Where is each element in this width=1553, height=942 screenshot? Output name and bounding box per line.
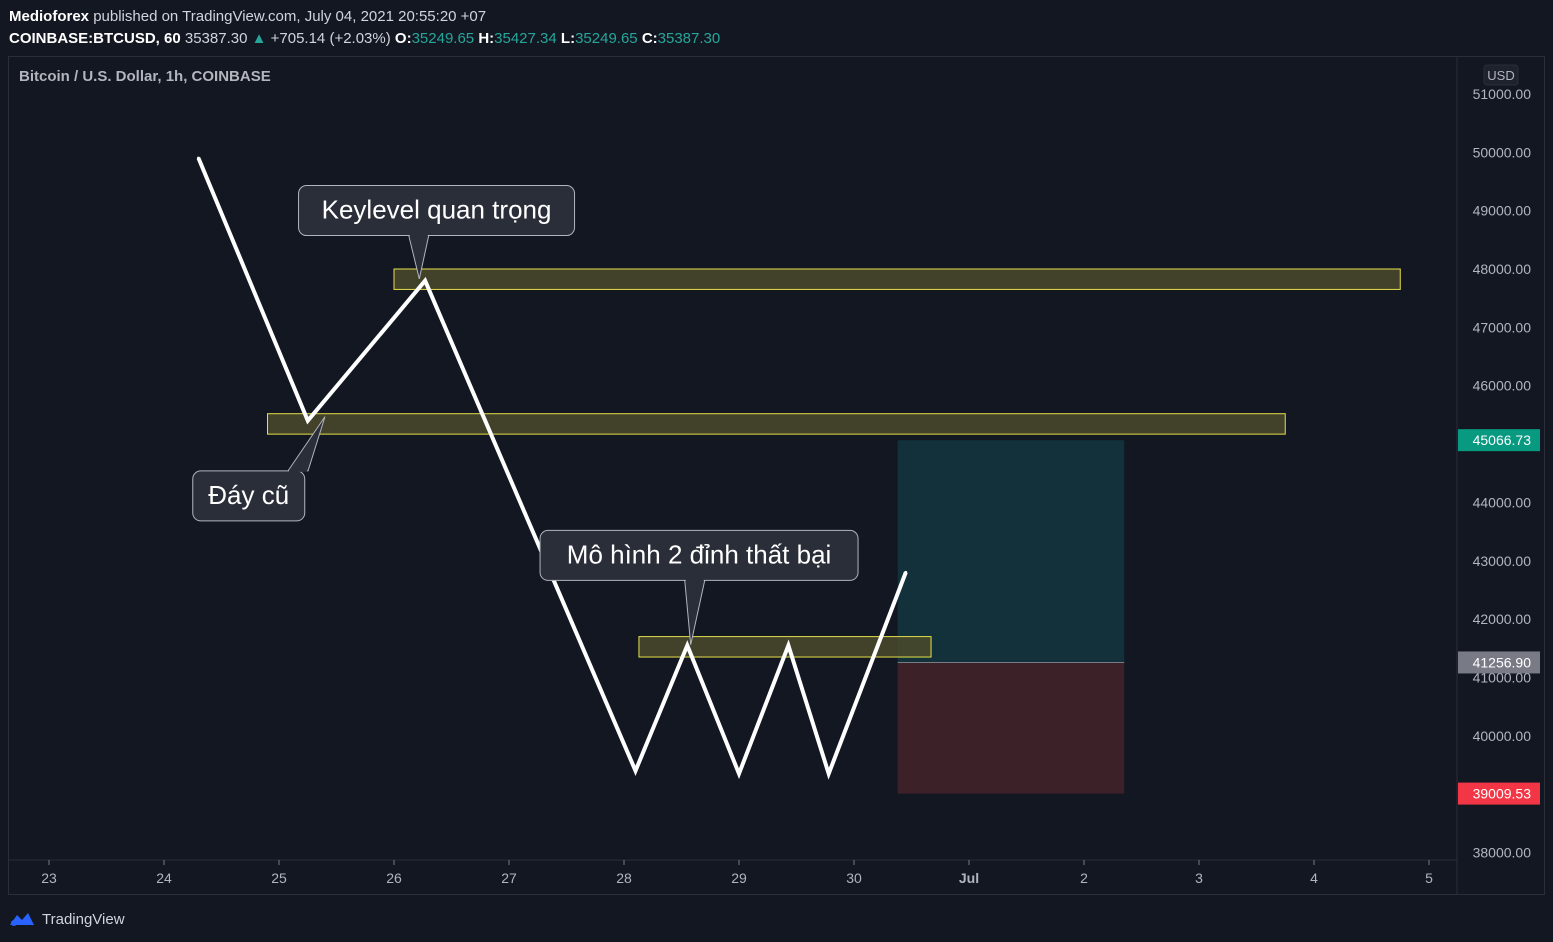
- callout-box[interactable]: [192, 470, 306, 522]
- price-tick-label: 38000.00: [1473, 845, 1532, 861]
- path-point: [827, 772, 831, 776]
- low-value: 35249.65: [575, 30, 638, 47]
- price-label-text: 45066.73: [1473, 432, 1532, 448]
- path-point: [685, 643, 689, 647]
- callouts[interactable]: Keylevel quan trọng Đáy cũ Mô hình 2 đỉnh …: [192, 185, 859, 645]
- time-tick-label: 28: [616, 870, 632, 886]
- last-price: 35387.30: [184, 30, 248, 47]
- publisher-name[interactable]: Medioforex: [9, 8, 90, 25]
- chart-title: Bitcoin / U.S. Dollar, 1h, COINBASE: [19, 68, 271, 85]
- price-label-badge: [1458, 782, 1540, 805]
- time-tick-label: 2: [1080, 870, 1088, 886]
- price-path[interactable]: [196, 156, 908, 780]
- price-change: +705.14 (+2.03%): [270, 30, 391, 47]
- price-tick-label: 44000.00: [1473, 494, 1532, 510]
- path-point: [904, 570, 908, 574]
- price-label-text: 41256.90: [1473, 654, 1532, 670]
- open-label: O:: [394, 30, 412, 47]
- target-zone[interactable]: [897, 440, 1125, 663]
- stop-zone[interactable]: [897, 662, 1125, 794]
- time-tick-label: 5: [1425, 870, 1433, 886]
- ohlc-line: COINBASE:BTCUSD, 60 35387.30 ▲ +705.14 (…: [9, 28, 720, 50]
- callout-box[interactable]: [298, 185, 576, 237]
- high-value: 35427.34: [494, 30, 557, 47]
- high-label: H:: [478, 30, 495, 47]
- callout-2[interactable]: Đáy cũ: [192, 416, 326, 522]
- time-tick-label: 23: [41, 870, 57, 886]
- tradingview-brand[interactable]: TradingView: [42, 910, 125, 928]
- position-tool[interactable]: [897, 440, 1125, 794]
- path-point: [423, 279, 427, 283]
- publish-line: Medioforex published on TradingView.com,…: [9, 6, 720, 28]
- price-tick-label: 46000.00: [1473, 378, 1532, 394]
- price-label-badge: [1458, 651, 1540, 674]
- currency-badge[interactable]: [1483, 64, 1519, 86]
- symbol-label: COINBASE:BTCUSD, 60: [9, 30, 181, 47]
- price-tick-label: 49000.00: [1473, 203, 1532, 219]
- time-tick-label: Jul: [959, 870, 979, 886]
- price-label-text: 39009.53: [1473, 786, 1532, 802]
- time-tick-label: 3: [1195, 870, 1203, 886]
- tradingview-logo-icon[interactable]: [8, 910, 36, 928]
- time-tick-label: 25: [271, 870, 287, 886]
- time-tick-label: 30: [846, 870, 862, 886]
- price-axis[interactable]: 51000.00 50000.00 49000.00 48000.00 47000.00…: [1473, 86, 1532, 861]
- open-value: 35249.65: [411, 30, 475, 47]
- time-axis[interactable]: 23 24 25 26 27 28 29 30 Jul 2 3 4 5: [41, 860, 1433, 886]
- callout-text: Mô hình 2 đỉnh thất bại: [567, 539, 832, 569]
- price-tick-label: 50000.00: [1473, 144, 1532, 160]
- time-tick-label: 26: [386, 870, 402, 886]
- callout-1[interactable]: Keylevel quan trọng: [298, 185, 576, 280]
- price-tick-label: 51000.00: [1473, 86, 1532, 102]
- price-tick-label: 47000.00: [1473, 319, 1532, 335]
- path-point: [306, 419, 310, 423]
- low-label: L:: [560, 30, 576, 47]
- chart-header: Medioforex published on TradingView.com,…: [9, 6, 720, 50]
- price-tick-label: 48000.00: [1473, 261, 1532, 277]
- path-point: [737, 772, 741, 776]
- time-tick-label: 24: [156, 870, 172, 886]
- close-label: C:: [641, 30, 658, 47]
- time-tick-label: 4: [1310, 870, 1318, 886]
- path-point: [786, 643, 790, 647]
- zone-2[interactable]: [267, 413, 1286, 435]
- change-up-icon: ▲: [251, 30, 267, 47]
- time-tick-label: 29: [731, 870, 747, 886]
- zone-1[interactable]: [393, 268, 1401, 290]
- price-tick-label: 40000.00: [1473, 728, 1532, 744]
- chart-frame: [8, 56, 1545, 895]
- close-value: 35387.30: [657, 30, 721, 47]
- support-resistance-zones[interactable]: [267, 268, 1401, 658]
- path-point: [197, 156, 200, 160]
- published-text: published on TradingView.com, July 04, 2…: [93, 8, 487, 25]
- footer: TradingView: [8, 906, 125, 932]
- price-tick-label: 43000.00: [1473, 553, 1532, 569]
- path-point: [634, 769, 637, 773]
- price-tick-label: 42000.00: [1473, 611, 1532, 627]
- callout-text: Đáy cũ: [208, 480, 289, 510]
- callout-text: Keylevel quan trọng: [322, 195, 552, 225]
- price-labels: 45066.73 41256.90 39009.53: [1458, 429, 1540, 805]
- currency-label: USD: [1487, 68, 1514, 83]
- price-label-badge: [1458, 429, 1540, 452]
- callout-3[interactable]: Mô hình 2 đỉnh thất bại: [539, 529, 859, 645]
- callout-pointer: [684, 579, 706, 645]
- time-tick-label: 27: [501, 870, 517, 886]
